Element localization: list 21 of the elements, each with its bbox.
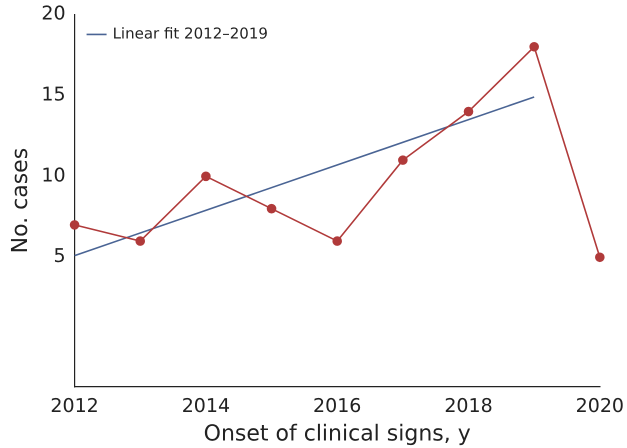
point — [70, 220, 80, 230]
legend-label: Linear fit 2012–2019 — [112, 24, 268, 42]
y-axis-title: No. cases — [8, 148, 33, 254]
point — [266, 204, 276, 214]
x-tick-label: 2020 — [576, 395, 624, 418]
point — [595, 252, 605, 262]
x-tick-label: 2018 — [444, 395, 493, 418]
x-axis-title: Onset of clinical signs, y — [204, 422, 471, 447]
y-tick-label: 20 — [41, 2, 66, 24]
x-tick-label: 2014 — [182, 395, 230, 418]
y-tick-label: 5 — [53, 245, 66, 268]
point — [332, 236, 342, 246]
x-tick-label: 2016 — [313, 395, 362, 418]
point — [135, 236, 146, 246]
point — [398, 155, 408, 165]
point — [464, 106, 474, 116]
point — [529, 42, 539, 52]
y-tick-label: 10 — [41, 164, 66, 186]
y-tick-label: 15 — [41, 83, 66, 106]
x-tick-label: 2012 — [50, 395, 99, 418]
point — [201, 172, 211, 182]
